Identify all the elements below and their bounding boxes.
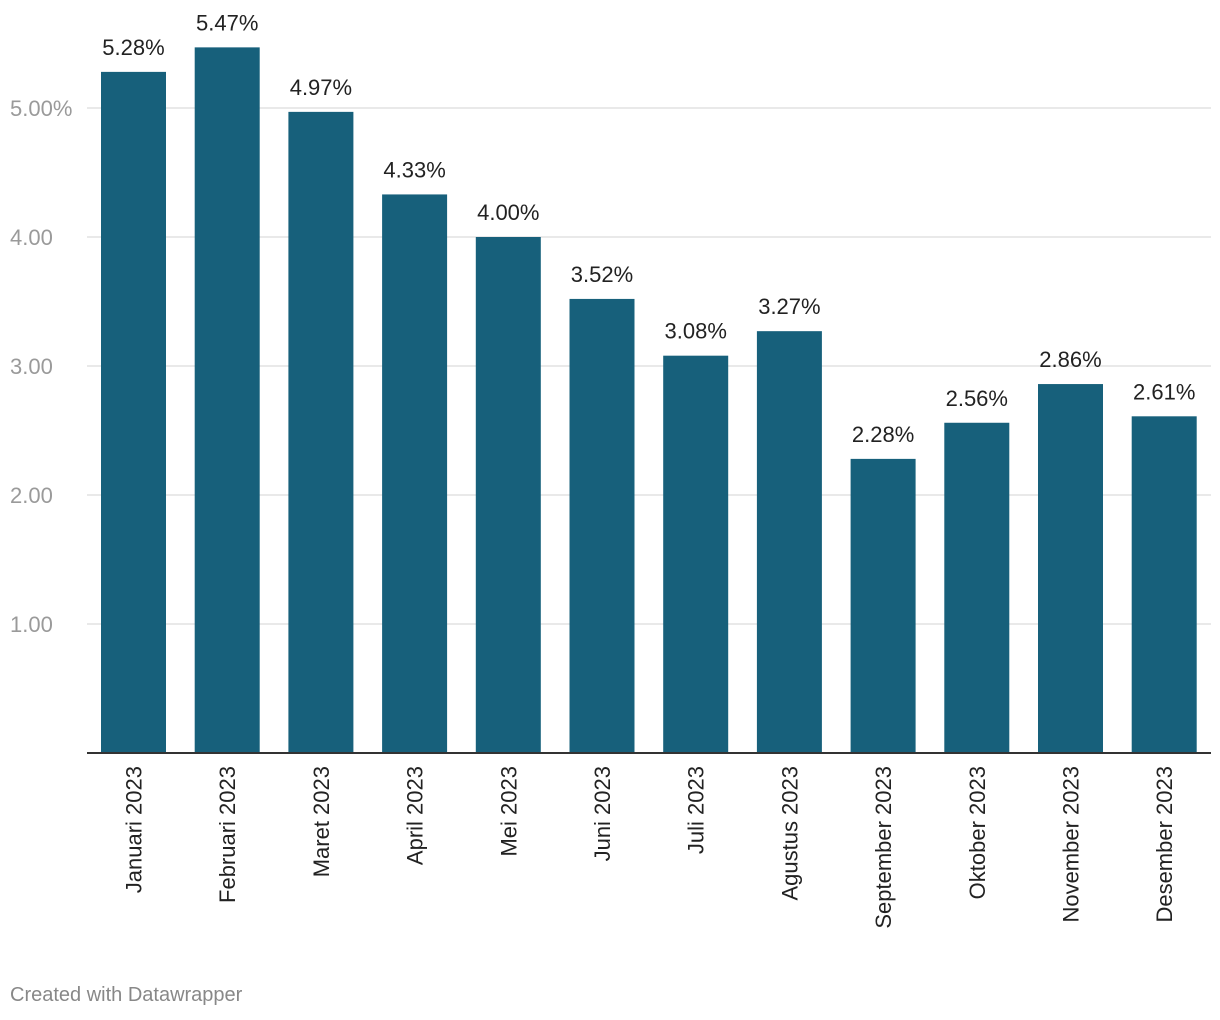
x-tick-label: Agustus 2023 — [777, 766, 802, 901]
bar — [194, 47, 260, 754]
data-labels: 5.28% 5.47% 4.97% 4.33% 4.00% 3.52% 3.08% 3.27%… — [102, 10, 1195, 447]
x-tick-label: Februari 2023 — [215, 766, 240, 903]
y-tick-label: 5.00% — [10, 96, 72, 121]
x-tick-label: Desember 2023 — [1152, 766, 1177, 923]
data-label: 2.28% — [852, 422, 914, 447]
bar — [1038, 384, 1103, 753]
data-label: 3.52% — [571, 262, 633, 287]
data-label: 4.33% — [383, 157, 445, 182]
data-label: 2.56% — [946, 386, 1008, 411]
x-tick-label: September 2023 — [871, 766, 896, 929]
y-axis-tick-labels: 1.00 2.00 3.00 4.00 5.00% — [10, 96, 72, 637]
data-label: 5.47% — [196, 10, 258, 35]
bar — [382, 194, 448, 753]
x-tick-label: April 2023 — [403, 766, 428, 865]
data-label: 2.61% — [1133, 379, 1195, 404]
data-label: 4.00% — [477, 200, 539, 225]
y-tick-label: 1.00 — [10, 612, 53, 637]
bar — [850, 458, 916, 753]
bar — [288, 111, 354, 754]
x-tick-label: Juli 2023 — [684, 766, 709, 854]
bar — [663, 355, 729, 753]
x-tick-label: November 2023 — [1059, 766, 1084, 923]
bar — [569, 298, 635, 753]
data-label: 3.08% — [665, 319, 727, 344]
credit-text: Created with Datawrapper — [10, 984, 243, 1006]
y-tick-label: 3.00 — [10, 354, 53, 379]
bars — [101, 47, 1197, 754]
bar — [944, 422, 1010, 753]
y-tick-label: 4.00 — [10, 225, 53, 250]
bar — [475, 237, 541, 753]
data-label: 3.27% — [758, 294, 820, 319]
data-label: 4.97% — [290, 75, 352, 100]
x-tick-label: Maret 2023 — [309, 766, 334, 877]
bar — [1131, 416, 1197, 753]
x-tick-label: Januari 2023 — [122, 766, 147, 893]
data-label: 5.28% — [102, 35, 164, 60]
x-axis-tick-labels: Januari 2023 Februari 2023 Maret 2023 April… — [122, 766, 1178, 929]
x-tick-label: Mei 2023 — [496, 766, 521, 857]
bar — [101, 71, 166, 753]
gridlines — [87, 107, 1211, 625]
x-tick-label: Juni 2023 — [590, 766, 615, 861]
y-tick-label: 2.00 — [10, 483, 53, 508]
data-label: 2.86% — [1039, 347, 1101, 372]
x-tick-label: Oktober 2023 — [965, 766, 990, 899]
bar — [756, 331, 822, 753]
